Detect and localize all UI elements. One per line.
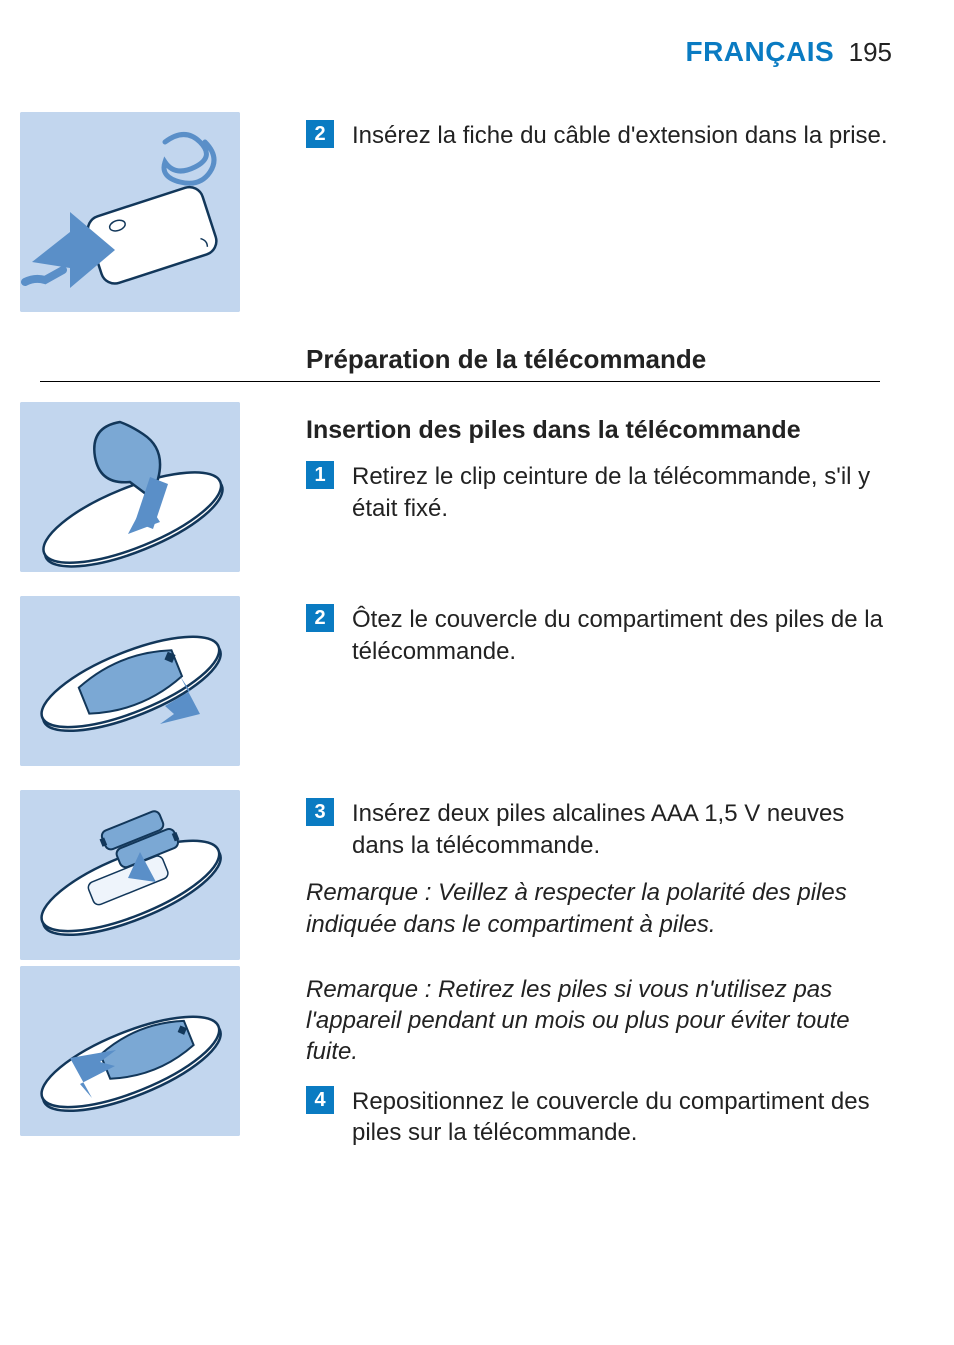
step2-content: 2 Ôtez le couvercle du compartiment des … bbox=[268, 596, 900, 667]
step4-row: Remarque : Retirez les piles si vous n'u… bbox=[20, 966, 900, 1149]
step-text: Insérez deux piles alcalines AAA 1,5 V n… bbox=[342, 798, 900, 861]
step-badge: 3 bbox=[306, 798, 334, 826]
note-polarity: Remarque : Veillez à respecter la polari… bbox=[306, 877, 900, 939]
page-header: FRANÇAIS 195 bbox=[20, 36, 900, 68]
step-badge: 2 bbox=[306, 604, 334, 632]
figure-holder bbox=[20, 402, 268, 572]
figure-holder bbox=[20, 112, 268, 312]
intro-step-content: 2 Insérez la fiche du câble d'extension … bbox=[268, 112, 900, 152]
section-divider bbox=[40, 381, 880, 382]
step-text: Retirez le clip ceinture de la télécomma… bbox=[342, 461, 900, 524]
step-text: Insérez la fiche du câble d'extension da… bbox=[342, 120, 900, 152]
insert-batteries-icon bbox=[20, 790, 240, 960]
step3-content: 3 Insérez deux piles alcalines AAA 1,5 V… bbox=[268, 790, 900, 940]
page-number: 195 bbox=[849, 37, 892, 67]
figure-replace-cover bbox=[20, 966, 240, 1136]
remove-cover-icon bbox=[20, 596, 240, 766]
step4-content: Remarque : Retirez les piles si vous n'u… bbox=[268, 966, 900, 1149]
step2-row: 2 Ôtez le couvercle du compartiment des … bbox=[20, 596, 900, 766]
step-line: 1 Retirez le clip ceinture de la télécom… bbox=[306, 461, 900, 524]
step1-row: Insertion des piles dans la télécommande… bbox=[20, 402, 900, 572]
step3-row: 3 Insérez deux piles alcalines AAA 1,5 V… bbox=[20, 790, 900, 960]
manual-page: FRANÇAIS 195 2 bbox=[0, 0, 954, 1345]
intro-step-row: 2 Insérez la fiche du câble d'extension … bbox=[20, 112, 900, 312]
subsection-heading: Insertion des piles dans la télécommande bbox=[306, 414, 900, 447]
step-line: 4 Repositionnez le couvercle du comparti… bbox=[306, 1086, 900, 1149]
figure-holder bbox=[20, 966, 268, 1136]
step1-content: Insertion des piles dans la télécommande… bbox=[268, 402, 900, 524]
figure-holder bbox=[20, 790, 268, 960]
step-text: Repositionnez le couvercle du compartime… bbox=[342, 1086, 900, 1149]
step-line: 2 Insérez la fiche du câble d'extension … bbox=[306, 120, 900, 152]
step-text: Ôtez le couvercle du compartiment des pi… bbox=[342, 604, 900, 667]
step-line: 3 Insérez deux piles alcalines AAA 1,5 V… bbox=[306, 798, 900, 861]
replace-cover-icon bbox=[20, 966, 240, 1136]
remove-clip-icon bbox=[20, 402, 240, 572]
figure-plug-cable bbox=[20, 112, 240, 312]
step-badge: 2 bbox=[306, 120, 334, 148]
step-badge: 1 bbox=[306, 461, 334, 489]
note-remove-batteries: Remarque : Retirez les piles si vous n'u… bbox=[306, 974, 900, 1068]
figure-remove-cover bbox=[20, 596, 240, 766]
language-label: FRANÇAIS bbox=[685, 36, 834, 67]
step-line: 2 Ôtez le couvercle du compartiment des … bbox=[306, 604, 900, 667]
section-heading: Préparation de la télécommande bbox=[306, 344, 900, 375]
figure-insert-batteries bbox=[20, 790, 240, 960]
figure-holder bbox=[20, 596, 268, 766]
plug-cable-icon bbox=[20, 112, 240, 312]
figure-remove-clip bbox=[20, 402, 240, 572]
step-badge: 4 bbox=[306, 1086, 334, 1114]
